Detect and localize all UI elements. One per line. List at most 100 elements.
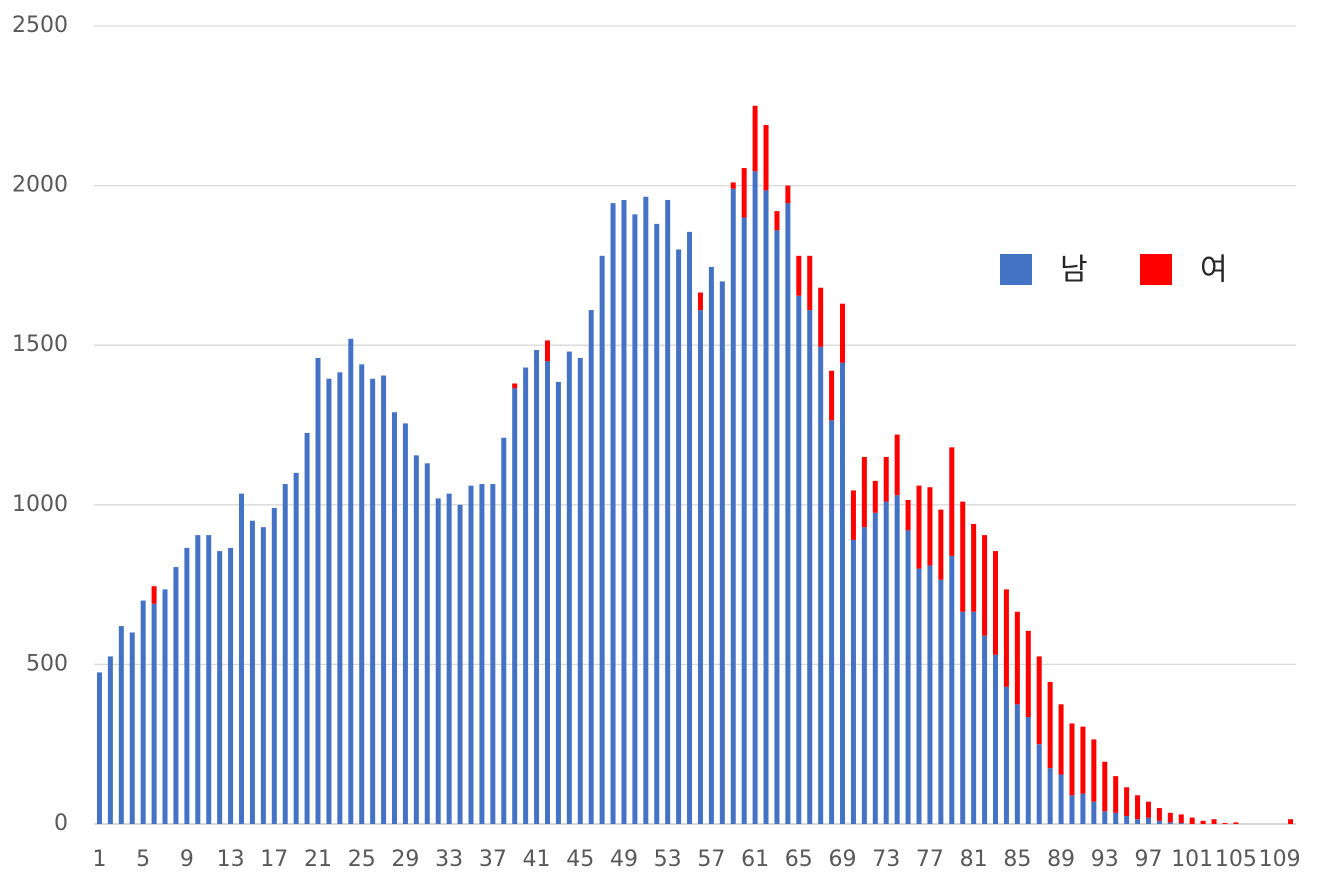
bar-segment: [599, 255, 605, 825]
bar-segment: [1189, 817, 1195, 824]
x-tick-label: 85: [1003, 847, 1031, 872]
bar-segment: [741, 217, 747, 824]
bar-segment: [1058, 774, 1064, 824]
y-tick-label: 500: [26, 651, 68, 676]
bar-segment: [1014, 704, 1020, 824]
x-tick-label: 45: [566, 847, 594, 872]
bar-segment: [544, 340, 550, 362]
bar-segment: [785, 203, 791, 824]
bar-segment: [971, 523, 977, 612]
y-tick-label: 0: [54, 811, 68, 836]
bar-segment: [304, 432, 310, 824]
bar-segment: [665, 199, 671, 825]
bar-segment: [916, 485, 922, 569]
y-tick-label: 1000: [12, 492, 68, 517]
bar-segment: [1036, 744, 1042, 824]
bar-segment: [763, 124, 769, 191]
bar-segment: [719, 281, 725, 824]
y-tick-label: 2000: [12, 173, 68, 198]
bar-segment: [1047, 681, 1053, 769]
x-tick-label: 53: [654, 847, 682, 872]
bar-segment: [370, 378, 376, 824]
x-tick-label: 89: [1047, 847, 1075, 872]
bar-segment: [960, 501, 966, 612]
x-tick-label: 109: [1259, 847, 1301, 872]
bar-segment: [850, 490, 856, 540]
bar-segment: [228, 547, 234, 824]
bar-segment: [850, 539, 856, 824]
bar-segment: [829, 370, 835, 421]
bar-segment: [872, 480, 878, 513]
bar-segment: [1025, 717, 1031, 824]
x-tick-label: 41: [523, 847, 551, 872]
legend-swatch: [1000, 254, 1032, 285]
bar-segment: [697, 310, 703, 824]
x-tick-label: 69: [829, 847, 857, 872]
x-tick-label: 49: [610, 847, 638, 872]
bar-segment: [883, 501, 889, 824]
bar-segment: [894, 434, 900, 496]
bar-segment: [490, 484, 496, 824]
bar-segment: [796, 255, 802, 296]
bar-segment: [676, 249, 682, 824]
bar-segment: [1145, 817, 1151, 824]
bar-segment: [654, 223, 660, 825]
bar-segment: [1156, 808, 1162, 821]
bar-segment: [129, 632, 135, 824]
bar-segment: [1047, 768, 1053, 824]
bar-segment: [774, 211, 780, 231]
bar-segment: [872, 512, 878, 824]
x-tick-label: 97: [1134, 847, 1162, 872]
bar-segment: [151, 586, 157, 604]
bar-segment: [435, 498, 441, 824]
bar-segment: [643, 196, 649, 825]
bar-segment: [501, 437, 507, 824]
x-tick-label: 33: [435, 847, 463, 872]
bar-segment: [424, 463, 430, 824]
bar-segment: [1113, 812, 1119, 824]
bar-segment: [118, 626, 124, 824]
bar-segment: [239, 493, 245, 824]
bar-segment: [162, 589, 168, 824]
bar-segment: [993, 654, 998, 824]
bar-segment: [1014, 611, 1020, 705]
bar-segment: [173, 567, 179, 824]
bar-segment: [315, 357, 321, 824]
bar-segment: [1178, 823, 1184, 824]
bar-segment: [960, 611, 966, 824]
x-tick-label: 1: [92, 847, 106, 872]
bar-segment: [785, 185, 791, 204]
x-tick-label: 65: [785, 847, 813, 872]
bar-segment: [1222, 823, 1228, 824]
bar-segment: [534, 349, 540, 824]
bar-segment: [96, 672, 102, 824]
bar-segment: [523, 367, 529, 824]
bar-segment: [982, 635, 988, 824]
bar-segment: [206, 535, 212, 824]
x-tick-label: 77: [916, 847, 944, 872]
bar-segment: [1200, 820, 1206, 824]
bar-segment: [282, 484, 288, 824]
bar-segment: [1091, 739, 1097, 802]
x-tick-label: 29: [391, 847, 419, 872]
legend-label: 남: [1060, 253, 1088, 288]
bar-segment: [217, 551, 223, 824]
bar-segment: [610, 203, 616, 824]
bar-segment: [1156, 820, 1162, 824]
bar-segment: [982, 535, 988, 636]
y-tick-label: 2500: [12, 13, 68, 38]
bar-segment: [544, 361, 550, 824]
x-tick-label: 21: [304, 847, 332, 872]
bar-segment: [1167, 822, 1173, 824]
bar-segment: [971, 611, 977, 824]
bar-segment: [195, 535, 201, 824]
bar-segment: [752, 105, 758, 172]
bar-segment: [1113, 776, 1119, 813]
bar-segment: [249, 520, 255, 824]
bar-segment: [905, 500, 911, 531]
bar-segment: [730, 182, 736, 189]
bar-segment: [993, 551, 998, 655]
bar-segment: [1058, 704, 1064, 775]
bar-segment: [1135, 795, 1141, 820]
